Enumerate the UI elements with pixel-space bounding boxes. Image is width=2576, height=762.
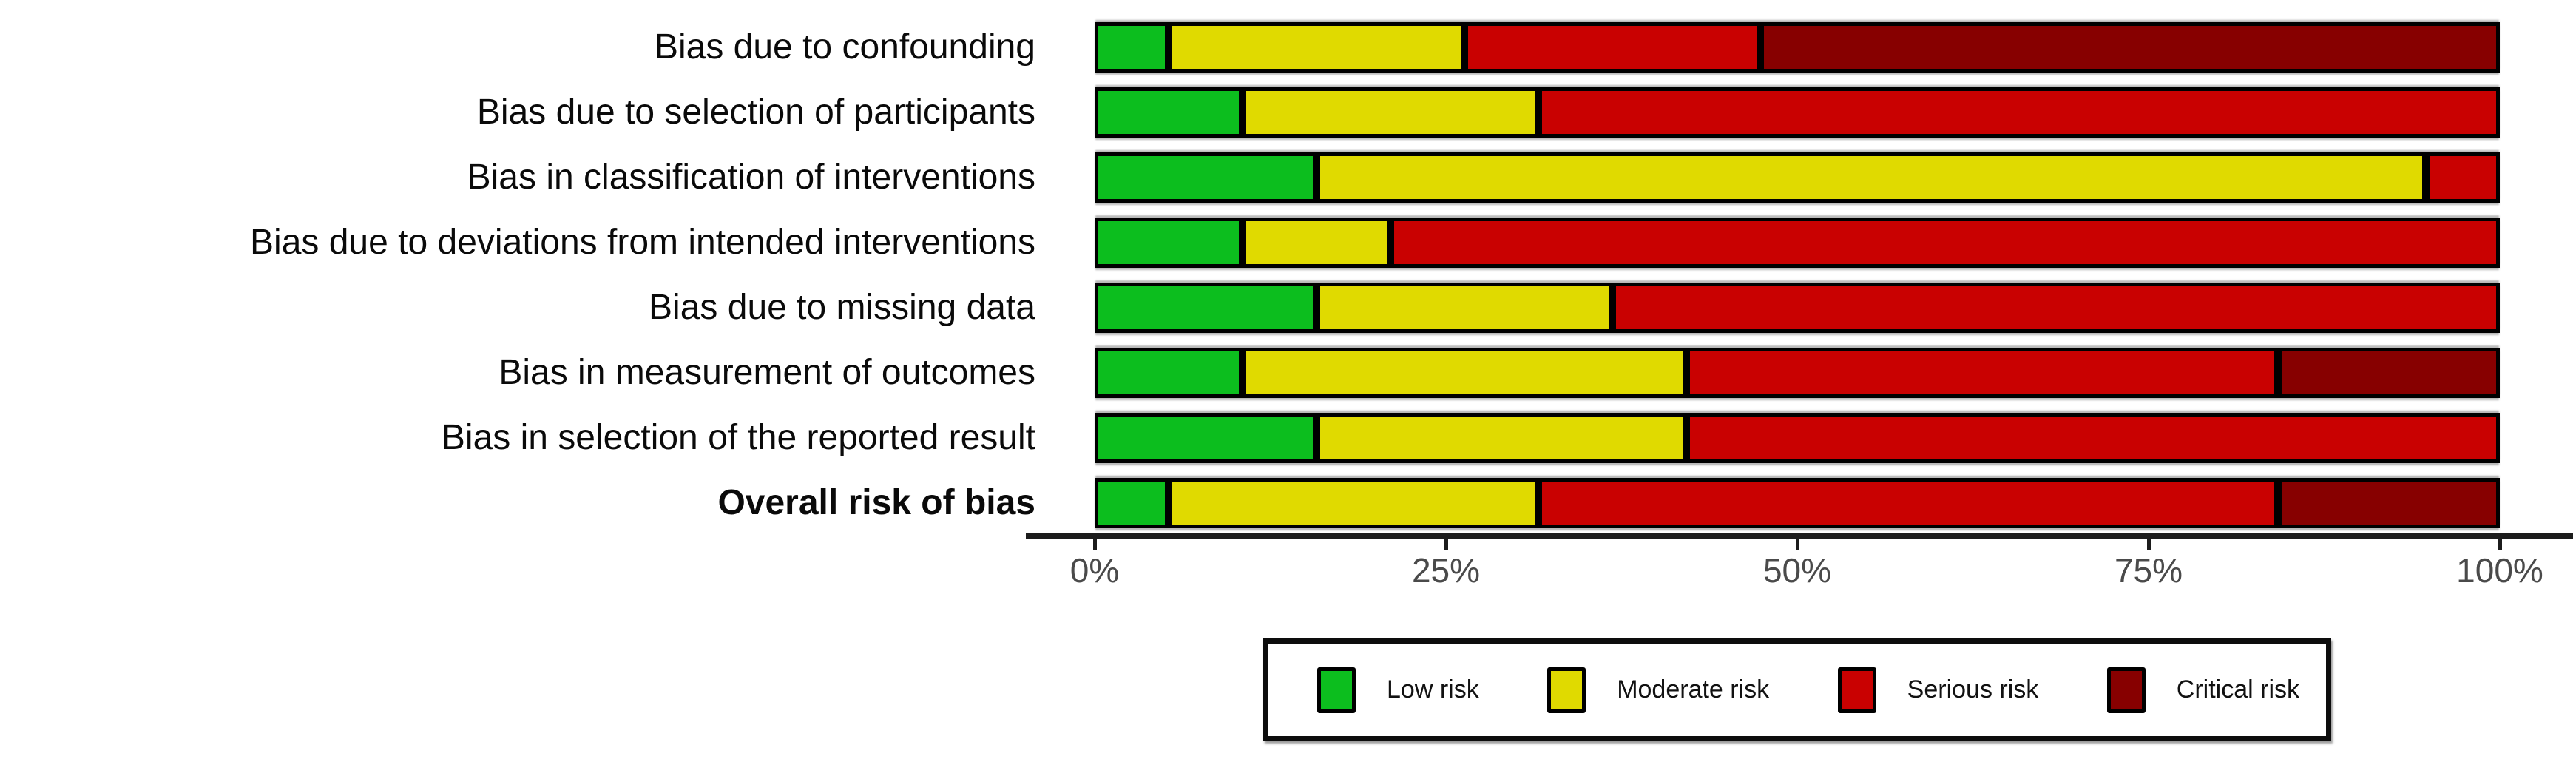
x-axis-line [1026, 533, 2573, 539]
legend-label: Low risk [1387, 675, 1479, 704]
axis-tick [2147, 539, 2151, 550]
legend-label: Moderate risk [1617, 675, 1770, 704]
stacked-bar [1095, 152, 2500, 203]
legend-key-moderate-swatch [1547, 667, 1586, 713]
category-label: Overall risk of bias [717, 483, 1035, 522]
axis-tick-label: 75% [2114, 551, 2183, 590]
bar-segment-moderate [1243, 218, 1391, 268]
chart-row: Bias in selection of the reported result [0, 405, 2500, 471]
chart-row: Bias due to deviations from intended int… [0, 210, 2500, 275]
stacked-bar [1095, 87, 2500, 138]
chart-rows: Bias due to confounding Bias due to selec… [0, 15, 2500, 536]
bar-segment-critical [2277, 478, 2500, 528]
bar-segment-low [1095, 348, 1243, 398]
category-label: Bias due to deviations from intended int… [250, 223, 1035, 262]
bar-segment-moderate [1316, 152, 2427, 203]
legend-item-critical: Critical risk [2106, 667, 2299, 713]
axis-tick [2498, 539, 2502, 550]
category-label: Bias due to selection of participants [476, 92, 1035, 132]
axis-tick-label: 25% [1411, 551, 1481, 590]
bar-segment-serious [1686, 348, 2279, 398]
axis-tick [1796, 539, 1799, 550]
legend: Low risk Moderate risk Serious risk Critica… [1263, 638, 2331, 741]
chart-row: Bias due to missing data [0, 275, 2500, 340]
bar-segment-critical [1759, 22, 2500, 73]
legend-key-critical-swatch [2106, 667, 2146, 713]
bar-segment-serious [1390, 218, 2500, 268]
category-label: Bias due to missing data [649, 288, 1035, 327]
bar-segment-serious [1464, 22, 1760, 73]
legend-label: Serious risk [1907, 675, 2039, 704]
bar-segment-critical [2278, 348, 2500, 398]
legend-item-moderate: Moderate risk [1547, 667, 1769, 713]
stacked-bar [1095, 413, 2500, 463]
bar-segment-low [1095, 87, 1243, 138]
chart-row: Bias in classification of interventions [0, 145, 2500, 210]
legend-key-low-swatch [1317, 667, 1356, 713]
stacked-bar [1095, 283, 2500, 333]
bar-segment-moderate [1243, 87, 1538, 138]
bar-segment-low [1095, 22, 1169, 73]
bar-segment-serious [1538, 478, 2278, 528]
bar-segment-low [1095, 152, 1316, 203]
bar-segment-moderate [1168, 478, 1539, 528]
bar-segment-low [1095, 283, 1316, 333]
chart-row: Bias due to selection of participants [0, 80, 2500, 145]
chart-row: Bias due to confounding [0, 15, 2500, 80]
bar-segment-low [1095, 218, 1243, 268]
bar-segment-serious [1538, 87, 2500, 138]
bar-segment-serious [1686, 413, 2500, 463]
axis-tick-label: 100% [2456, 551, 2543, 590]
stacked-bar [1095, 348, 2500, 398]
chart-row: Bias in measurement of outcomes [0, 340, 2500, 405]
bar-segment-low [1095, 478, 1169, 528]
stacked-bar [1095, 478, 2500, 528]
bar-segment-serious [1612, 283, 2500, 333]
bar-segment-moderate [1168, 22, 1464, 73]
axis-tick [1093, 539, 1097, 550]
bar-segment-serious [2426, 152, 2500, 203]
axis-tick-label: 0% [1069, 551, 1120, 590]
axis-tick [1444, 539, 1448, 550]
category-label: Bias in classification of interventions [467, 158, 1035, 197]
bar-segment-moderate [1316, 413, 1687, 463]
stacked-bar [1095, 22, 2500, 73]
legend-item-low: Low risk [1317, 667, 1479, 713]
bar-segment-low [1095, 413, 1316, 463]
legend-label: Critical risk [2176, 675, 2299, 704]
category-label: Bias in measurement of outcomes [498, 353, 1035, 392]
stacked-bar [1095, 218, 2500, 268]
legend-item-serious: Serious risk [1837, 667, 2039, 713]
legend-key-serious-swatch [1837, 667, 1876, 713]
bar-segment-moderate [1316, 283, 1612, 333]
category-label: Bias in selection of the reported result [441, 418, 1035, 457]
chart-row: Overall risk of bias [0, 471, 2500, 536]
category-label: Bias due to confounding [654, 27, 1035, 67]
bar-segment-moderate [1243, 348, 1687, 398]
axis-tick-label: 50% [1762, 551, 1832, 590]
